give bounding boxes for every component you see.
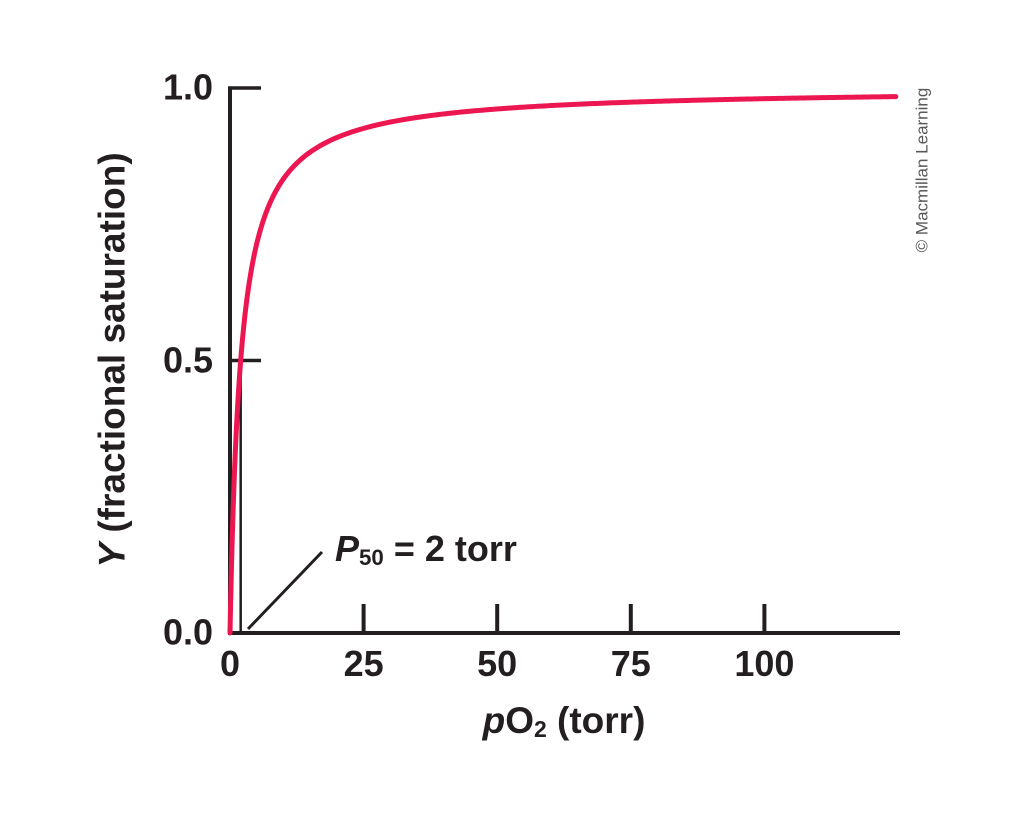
y-tick-label-1: 1.0 <box>162 66 213 108</box>
x-axis-title: pO2 (torr) <box>483 700 646 743</box>
x-tick-label-75: 75 <box>610 643 651 684</box>
p50-annotation-subscript: 50 <box>359 545 384 571</box>
y-tick-label-0: 0.0 <box>162 611 213 653</box>
x-tick-label-100: 100 <box>734 643 795 684</box>
saturation-curve <box>227 94 899 636</box>
annotation-pointer-line <box>246 550 324 631</box>
y-axis-title: Y (fractional saturation) <box>91 152 133 568</box>
x-tick-label-50: 50 <box>477 643 518 684</box>
x-tick-label-25: 25 <box>343 643 384 684</box>
x-axis-title-molecule: O <box>505 700 534 741</box>
x-tick-label-0: 0 <box>219 643 241 684</box>
y-tick-label-05: 0.5 <box>162 338 213 380</box>
x-axis-title-subscript: 2 <box>533 716 547 743</box>
p50-annotation-value: = 2 torr <box>383 528 517 569</box>
y-axis-title-variable: Y <box>91 542 133 568</box>
p50-annotation: P50 = 2 torr <box>335 528 517 571</box>
x-axis-title-partial-pressure: p <box>482 700 506 741</box>
axis-spine <box>228 88 900 635</box>
y-axis-title-rest: (fractional saturation) <box>91 152 133 543</box>
p50-annotation-symbol: P <box>335 528 360 569</box>
copyright-credit: © Macmillan Learning <box>912 87 932 253</box>
x-axis-title-unit: (torr) <box>546 700 646 741</box>
